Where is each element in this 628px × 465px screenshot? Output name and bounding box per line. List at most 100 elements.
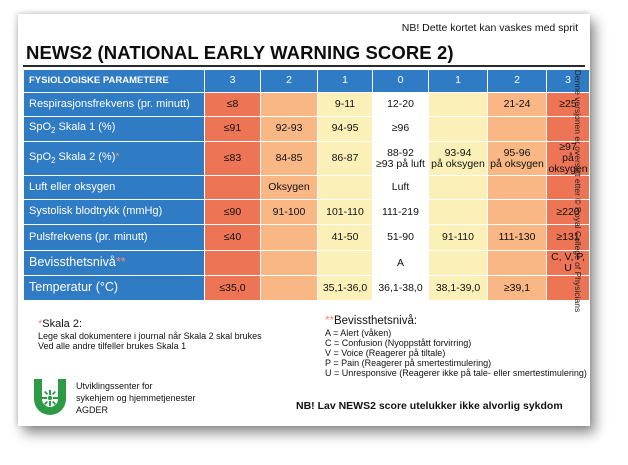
copyright-vertical: Denne versjonen er oversatt etter © Roya… <box>571 70 585 313</box>
row-label: Respirasjonsfrekvens (pr. minutt) <box>24 93 205 117</box>
table-cell <box>488 117 547 142</box>
score-header: 0 <box>373 70 429 93</box>
table-cell: C, V, P, U <box>547 251 590 277</box>
note-line: Lege skal dokumentere i journal når Skal… <box>38 331 262 341</box>
row-label: Systolisk blodtrykk (mmHg) <box>24 200 205 226</box>
table-row: Luft eller oksygen Oksygen Luft <box>24 176 590 201</box>
table-cell <box>318 251 373 277</box>
table-cell: 84-85 <box>261 142 318 177</box>
row-label: SpO2 Skala 1 (%) <box>24 117 205 142</box>
table-cell <box>318 176 373 201</box>
table-cell: 91-100 <box>261 200 318 226</box>
table-cell: 35,1-36,0 <box>318 276 373 302</box>
news2-card: NB! Dette kortet kan vaskes med sprit NE… <box>18 14 590 426</box>
table-cell <box>261 276 318 302</box>
table-cell: 21-24 <box>488 93 547 117</box>
table-cell: ≤91 <box>205 117 261 142</box>
table-cell: Oksygen <box>261 176 318 201</box>
table-row: Bevissthetsnivå** A C, V, P, U <box>24 251 590 277</box>
table-cell <box>261 251 318 277</box>
title-divider <box>23 65 585 67</box>
table-cell: ≥96 <box>373 117 429 142</box>
score-header: 2 <box>488 70 547 93</box>
table-cell: 88-92 ≥93 på luft <box>373 142 429 177</box>
score-header: 1 <box>429 70 488 93</box>
score-header: 2 <box>261 70 318 93</box>
table-cell: 101-110 <box>318 200 373 226</box>
header-row: FYSIOLOGISKE PARAMETERE 3 2 1 0 1 2 3 <box>24 70 590 93</box>
table-cell <box>547 176 590 201</box>
table-cell: 93-94 på oksygen <box>429 142 488 177</box>
table-cell: 111-130 <box>488 225 547 252</box>
table-cell: ≤40 <box>205 225 261 252</box>
org-line: AGDER <box>76 405 109 415</box>
table-cell: A <box>373 251 429 277</box>
score-header: 3 <box>205 70 261 93</box>
table-cell: ≤8 <box>205 93 261 117</box>
table-cell <box>205 251 261 277</box>
footnote-star: * <box>115 150 120 163</box>
score-header: 1 <box>318 70 373 93</box>
table-cell: ≤90 <box>205 200 261 226</box>
table-cell <box>547 276 590 302</box>
table-cell: 92-93 <box>261 117 318 142</box>
table-cell: Luft <box>373 176 429 201</box>
table-cell: 111-219 <box>373 200 429 226</box>
table-cell <box>261 225 318 252</box>
table-cell <box>429 200 488 226</box>
table-cell: 38,1-39,0 <box>429 276 488 302</box>
footnote-star: ** <box>325 315 334 327</box>
header-label: FYSIOLOGISKE PARAMETERE <box>24 70 205 93</box>
table-cell: 9-11 <box>318 93 373 117</box>
table-cell <box>547 117 590 142</box>
note-line: V = Voice (Reagerer på tiltale) <box>325 348 446 358</box>
table-cell: 95-96 på oksygen <box>488 142 547 177</box>
table-cell: ≤83 <box>205 142 261 177</box>
scale2-heading: Skala 2: <box>42 318 83 330</box>
table-cell: ≥220 <box>547 200 590 226</box>
table-cell: 36,1-38,0 <box>373 276 429 302</box>
table-cell: 51-90 <box>373 225 429 252</box>
score-header: 3 <box>547 70 590 93</box>
org-line: sykehjem og hjemmetjenester <box>76 393 196 403</box>
organization-name: Utviklingssenter for sykehjem og hjemmet… <box>76 380 196 416</box>
note-line: P = Pain (Reagerer på smertestimulering) <box>325 358 492 368</box>
consciousness-label-text: Bevissthetsnivå <box>29 255 116 270</box>
note-line: C = Confusion (Nyoppstått forvirring) <box>325 338 472 348</box>
row-label: SpO2 Skala 2 (%)* <box>24 142 205 177</box>
table-cell: ≥97 på oksygen <box>547 141 590 177</box>
table-cell: ≥39,1 <box>488 276 547 302</box>
scale2-notes: *Skala 2: Lege skal dokumentere i journa… <box>38 318 262 351</box>
nb-top-note: NB! Dette kortet kan vaskes med sprit <box>401 22 578 34</box>
table-row: Temperatur (°C) ≤35,0 35,1-36,0 36,1-38,… <box>24 276 590 302</box>
table-cell <box>429 93 488 117</box>
consciousness-heading: Bevissthetsnivå: <box>333 315 418 327</box>
table-cell: 94-95 <box>318 117 373 142</box>
note-line: U = Unresponsive (Reagerer ikke på tale-… <box>325 368 587 378</box>
card-title: NEWS2 (NATIONAL EARLY WARNING SCORE 2) <box>26 42 454 63</box>
table-cell: ≥131 <box>547 225 590 252</box>
table-cell <box>429 251 488 277</box>
news2-score-table: FYSIOLOGISKE PARAMETERE 3 2 1 0 1 2 3 Re… <box>24 70 590 302</box>
table-cell <box>429 117 488 142</box>
note-line: Ved alle andre tilfeller brukes Skala 1 <box>38 341 187 351</box>
consciousness-notes: **Bevissthetsnivå: A = Alert (våken) C =… <box>325 315 587 378</box>
org-line: Utviklingssenter for <box>76 381 153 391</box>
note-line: A = Alert (våken) <box>325 328 392 338</box>
table-row: Pulsfrekvens (pr. minutt) ≤40 41-50 51-9… <box>24 225 590 252</box>
footnote-star: * <box>38 318 43 330</box>
row-label: Pulsfrekvens (pr. minutt) <box>24 225 205 252</box>
table-cell <box>205 176 261 201</box>
table-cell <box>488 200 547 226</box>
copyright-text: Denne versjonen er oversatt etter © Roya… <box>573 69 583 313</box>
table-cell <box>488 176 547 201</box>
nb-bottom-note: NB! Lav NEWS2 score utelukker ikke alvor… <box>296 400 563 412</box>
table-cell: ≤35,0 <box>205 276 261 302</box>
table-cell: 86-87 <box>318 142 373 177</box>
table-cell: ≥25 <box>547 93 590 117</box>
table-cell <box>429 176 488 201</box>
table-row: SpO2 Skala 1 (%) ≤91 92-93 94-95 ≥96 <box>24 117 590 142</box>
table-row: Systolisk blodtrykk (mmHg) ≤90 91-100 10… <box>24 200 590 226</box>
row-label: Bevissthetsnivå** <box>24 251 205 277</box>
footnote-star: ** <box>115 255 126 270</box>
